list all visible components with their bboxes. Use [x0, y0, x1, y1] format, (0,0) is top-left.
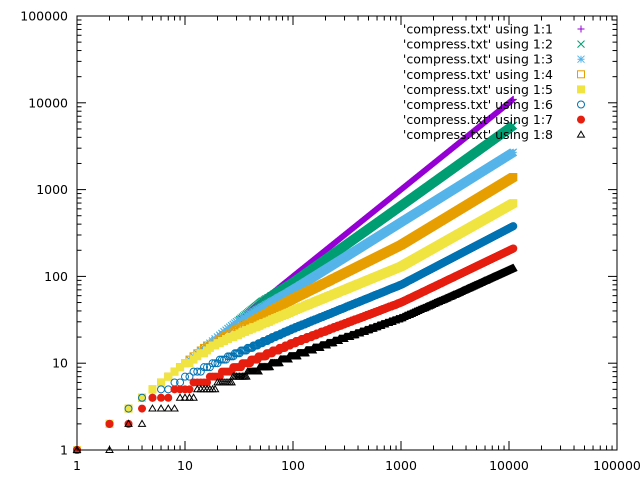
data-point	[157, 385, 166, 394]
data-point	[181, 372, 189, 381]
data-point	[200, 363, 209, 372]
data-point	[105, 445, 114, 453]
data-point	[105, 419, 114, 428]
data-point	[163, 404, 173, 412]
data-point	[170, 404, 179, 412]
data-point	[509, 121, 518, 130]
plot-frame	[76, 15, 618, 451]
data-point	[124, 419, 133, 427]
data-point	[181, 359, 189, 368]
data-point	[509, 199, 518, 208]
series-8	[72, 263, 518, 453]
data-point	[124, 404, 133, 413]
data-point	[170, 385, 179, 394]
data-point	[170, 367, 179, 376]
data-point	[156, 404, 166, 412]
data-point	[189, 393, 198, 401]
data-point	[138, 393, 147, 402]
data-point	[124, 404, 133, 413]
series-5	[73, 199, 518, 454]
series-7	[73, 244, 518, 454]
series-3	[73, 148, 518, 454]
data-point	[180, 393, 190, 401]
data-point	[203, 363, 212, 372]
data-point	[157, 378, 166, 387]
data-point	[176, 363, 185, 372]
data-point	[138, 393, 147, 402]
data-point	[193, 367, 202, 376]
data-point	[254, 367, 263, 375]
data-point	[275, 358, 284, 367]
data-point	[210, 384, 220, 393]
data-point	[509, 222, 518, 231]
data-point	[241, 372, 251, 380]
data-point	[509, 244, 518, 253]
data-point	[164, 393, 173, 402]
data-point	[509, 173, 518, 182]
data-point	[175, 393, 185, 401]
data-point	[148, 393, 157, 402]
data-point	[217, 355, 226, 364]
data-point	[508, 263, 518, 272]
series-2	[73, 121, 518, 454]
data-point	[509, 95, 517, 103]
data-point	[208, 359, 217, 368]
data-point	[205, 363, 214, 372]
series-6	[73, 222, 518, 454]
data-point	[185, 359, 194, 368]
data-point	[148, 404, 157, 412]
data-marks	[72, 95, 518, 454]
data-point	[72, 445, 82, 453]
data-point	[185, 393, 194, 401]
data-point	[138, 404, 147, 413]
data-point	[215, 355, 224, 364]
data-point	[227, 377, 236, 386]
data-point	[185, 385, 194, 394]
axes: 1 10 100 1000 10000 1000001101001000100001000…	[20, 9, 640, 474]
data-point	[137, 419, 147, 427]
data-point	[185, 372, 194, 381]
data-point	[265, 362, 275, 371]
data-point	[509, 148, 518, 157]
data-point	[148, 385, 157, 394]
data-point	[164, 372, 173, 381]
data-point	[157, 393, 166, 402]
